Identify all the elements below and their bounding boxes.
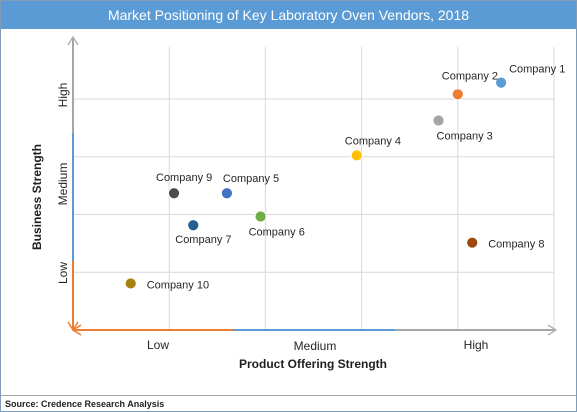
axes xyxy=(67,35,558,336)
data-point xyxy=(495,76,507,89)
point-label: Company 1 xyxy=(509,64,565,76)
x-axis-left-arrow-icon xyxy=(71,324,82,336)
chart-title: Market Positioning of Key Laboratory Ove… xyxy=(1,1,576,29)
point-label: Company 7 xyxy=(175,234,231,246)
point-label: Company 5 xyxy=(223,173,279,185)
x-level-label: Low xyxy=(147,338,169,352)
source-note: Source: Credence Research Analysis xyxy=(1,395,576,411)
data-points: Company 1 Company 2 Company 3 Company 4 Comp… xyxy=(124,64,565,291)
y-level-label: Low xyxy=(56,262,70,284)
y-level-label: Medium xyxy=(56,163,70,206)
data-point xyxy=(168,187,180,200)
data-point xyxy=(350,149,363,162)
data-point xyxy=(221,187,233,200)
y-level-label: High xyxy=(56,83,70,108)
x-axis-title: Product Offering Strength xyxy=(239,357,387,371)
y-axis-title: Business Strength xyxy=(30,144,44,250)
point-label: Company 6 xyxy=(249,227,305,239)
data-point xyxy=(466,236,479,249)
data-point xyxy=(187,219,200,232)
x-level-label: High xyxy=(464,338,489,352)
axis-labels: Low Medium High Low Medium High Product Offeri… xyxy=(30,83,488,371)
point-label: Company 3 xyxy=(437,130,493,142)
point-label: Company 9 xyxy=(156,172,212,184)
grid-lines xyxy=(73,47,555,330)
x-level-label: Medium xyxy=(294,339,337,353)
data-point xyxy=(124,277,137,290)
point-label: Company 8 xyxy=(488,239,544,251)
data-point xyxy=(254,210,267,223)
data-point xyxy=(451,88,464,101)
scatter-plot: Low Medium High Low Medium High Product Offeri… xyxy=(30,35,565,371)
point-label: Company 4 xyxy=(345,135,401,147)
point-label: Company 10 xyxy=(147,279,209,291)
point-label: Company 2 xyxy=(442,70,498,82)
x-axis-arrow-icon xyxy=(547,324,558,336)
y-axis-arrow-icon xyxy=(67,35,79,46)
data-point xyxy=(432,114,445,127)
